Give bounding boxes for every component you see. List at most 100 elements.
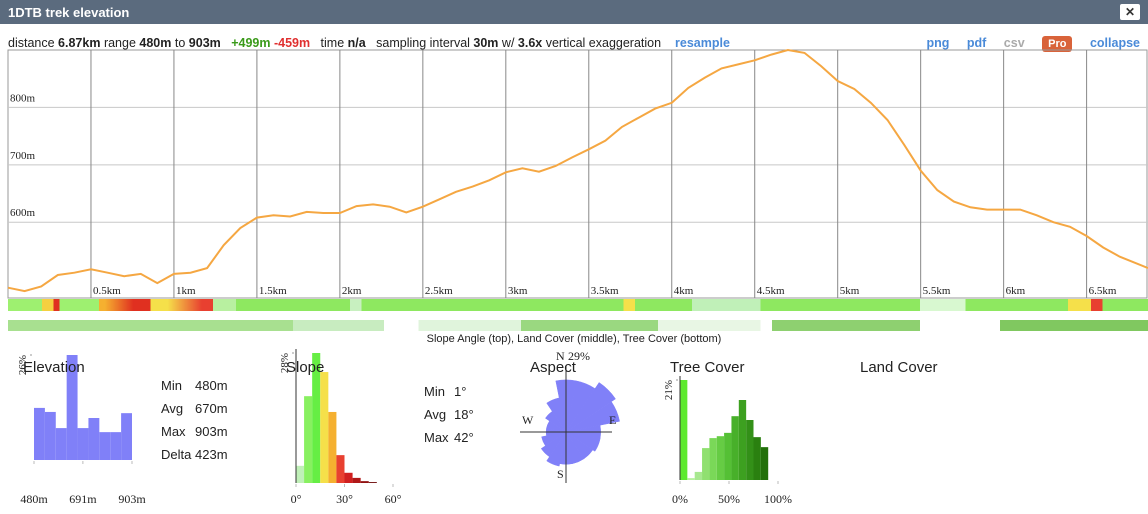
- rose-sector: [541, 431, 567, 447]
- label: distance: [8, 36, 55, 50]
- histogram-bar: [34, 407, 45, 460]
- x-tick-label: 0°: [291, 492, 302, 506]
- rose-sector: [565, 401, 620, 433]
- value: 903m: [188, 36, 221, 50]
- histogram-bar: [88, 418, 100, 460]
- histogram-bar: [110, 432, 122, 460]
- land-cover-strip: [8, 320, 1148, 331]
- stat-value: 42°: [454, 430, 474, 445]
- histogram-bar: [77, 428, 89, 460]
- x-tick-label: 5.5km: [923, 285, 951, 297]
- gain: +499m: [231, 36, 271, 50]
- y-tick-label: 28%: [279, 353, 291, 373]
- stat-label: Min: [161, 378, 182, 393]
- x-tick-label: 1km: [176, 285, 196, 297]
- r-tick-label: 29%: [568, 349, 590, 363]
- x-tick-label: 691m: [69, 492, 97, 506]
- panel-title: 1DTB trek elevation: [8, 5, 130, 20]
- histogram-bar: [724, 432, 732, 480]
- histogram-bar: [716, 436, 725, 480]
- x-tick-label: 0%: [672, 492, 688, 506]
- histogram-bar: [344, 472, 353, 483]
- direction-label: S: [557, 467, 564, 481]
- histogram-bar: [99, 432, 111, 460]
- x-tick-label: 60°: [385, 492, 402, 506]
- stat-value: 1°: [454, 384, 467, 399]
- histogram-bar: [320, 372, 329, 483]
- histogram-bar: [44, 411, 56, 460]
- collapse-link[interactable]: collapse: [1089, 36, 1140, 50]
- slope-strip: [8, 299, 1148, 311]
- x-tick-label: 0.5km: [93, 285, 121, 297]
- close-button[interactable]: ✕: [1120, 4, 1140, 20]
- actions: png pdf csv Pro collapse: [912, 36, 1140, 52]
- x-tick-label: 6km: [1006, 285, 1026, 297]
- x-tick-label: 2.5km: [425, 285, 453, 297]
- y-tick-label: 800m: [10, 92, 36, 104]
- histogram-bar: [760, 447, 769, 480]
- x-tick-label: 3km: [508, 285, 528, 297]
- histogram-bar: [312, 353, 321, 483]
- x-tick-label: 2km: [342, 285, 362, 297]
- histogram-bar: [709, 438, 717, 480]
- rose-sector: [540, 431, 567, 458]
- histogram-bar: [687, 478, 695, 480]
- x-tick-label: 4km: [674, 285, 694, 297]
- pro-badge[interactable]: Pro: [1042, 36, 1073, 52]
- label: time: [320, 36, 345, 50]
- histogram-bar: [360, 481, 369, 483]
- histogram-bar: [55, 428, 67, 460]
- loss: -459m: [273, 36, 311, 50]
- histogram-bar: [304, 396, 313, 483]
- label: sampling interval: [376, 36, 470, 50]
- histogram-bar: [702, 448, 710, 480]
- land-cover-title: Land Cover: [860, 359, 938, 376]
- stat-label: Delta: [161, 447, 192, 462]
- value: 480m: [139, 36, 172, 50]
- summary-line: distance 6.87km range 480m to 903m +499m…: [8, 36, 730, 50]
- label: to: [174, 36, 186, 50]
- value: n/a: [347, 36, 366, 50]
- histogram-bar: [121, 413, 132, 460]
- x-tick-label: 100%: [764, 492, 792, 506]
- y-tick-label: 21%: [663, 380, 675, 400]
- pdf-link[interactable]: pdf: [966, 36, 987, 50]
- histogram-bar: [66, 355, 78, 460]
- histogram-bar: [336, 455, 345, 483]
- histogram-bar: [694, 471, 703, 480]
- stat-value: 423m: [195, 447, 228, 462]
- label: vertical exaggeration: [545, 36, 662, 50]
- value: 30m: [473, 36, 499, 50]
- x-tick-label: 30°: [336, 492, 353, 506]
- stat-label: Avg: [424, 407, 447, 422]
- y-tick-label: 26%: [17, 355, 29, 375]
- png-link[interactable]: png: [926, 36, 950, 50]
- rose-sector: [565, 431, 601, 452]
- x-tick-label: 50%: [718, 492, 740, 506]
- resample-link[interactable]: resample: [675, 36, 730, 50]
- stat-value: 18°: [454, 407, 474, 422]
- stat-label: Max: [161, 424, 186, 439]
- label: w/: [501, 36, 515, 50]
- direction-label: E: [609, 413, 616, 427]
- chart-title: Tree Cover: [670, 359, 745, 376]
- x-tick-label: 1.5km: [259, 285, 287, 297]
- histogram-bar: [352, 477, 361, 483]
- rose-sector: [565, 382, 616, 433]
- histogram-bar: [328, 411, 337, 483]
- histogram-bar: [680, 380, 688, 480]
- histogram-bar: [738, 400, 747, 480]
- rose-sector: [546, 431, 567, 467]
- stat-label: Max: [424, 430, 449, 445]
- csv-link[interactable]: csv: [1003, 36, 1025, 50]
- title-bar: 1DTB trek elevation ✕: [0, 0, 1148, 24]
- stat-value: 903m: [195, 424, 228, 439]
- chart-title: Elevation: [23, 359, 85, 376]
- x-tick-label: 5km: [840, 285, 860, 297]
- value: 6.87km: [58, 36, 101, 50]
- x-tick-label: 3.5km: [591, 285, 619, 297]
- y-tick-label: 600m: [10, 207, 36, 219]
- stat-value: 480m: [195, 378, 228, 393]
